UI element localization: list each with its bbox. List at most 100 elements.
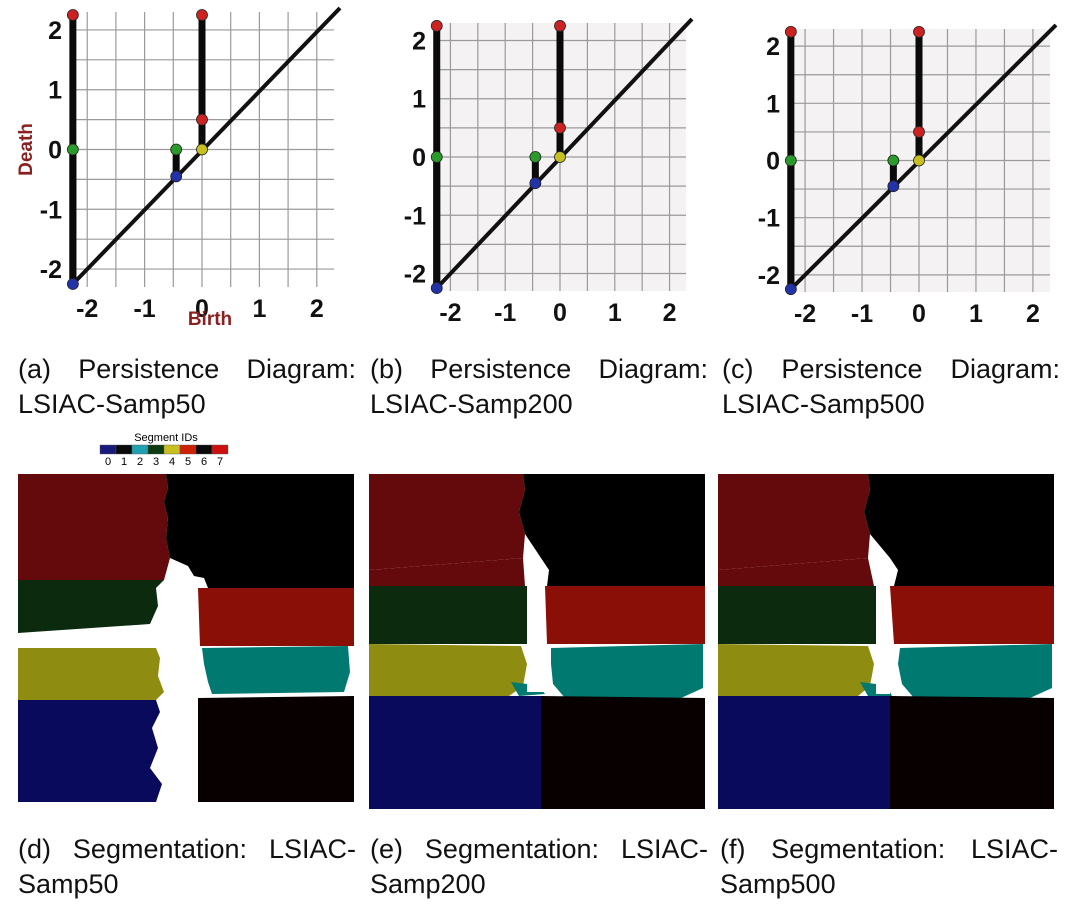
x-tick-label: 2 bbox=[310, 295, 324, 323]
segment-region bbox=[718, 696, 890, 809]
legend-label: 6 bbox=[201, 456, 207, 468]
caption-d: (d) Segmentation: LSIAC- Samp50 bbox=[18, 832, 356, 902]
caption-e: (e) Segmentation: LSIAC- Samp200 bbox=[370, 832, 708, 902]
legend-title: Segment IDs bbox=[134, 432, 198, 444]
x-tick-label: 2 bbox=[1026, 300, 1040, 328]
segment-region bbox=[541, 696, 705, 809]
legend-swatch bbox=[115, 444, 133, 455]
persistence-point bbox=[529, 151, 542, 163]
persistence-point bbox=[784, 25, 797, 38]
x-tick-label: 2 bbox=[663, 299, 677, 327]
persistence-point bbox=[196, 113, 208, 126]
y-tick-label: -1 bbox=[404, 202, 426, 230]
persistence-point bbox=[913, 25, 925, 38]
segment-region bbox=[718, 586, 876, 644]
persistence-point bbox=[430, 20, 443, 32]
caption-c: (c) Persistence Diagram: LSIAC-Samp500 bbox=[722, 352, 1060, 422]
segment-region bbox=[369, 558, 525, 586]
caption-a: (a) Persistence Diagram: LSIAC-Samp50 bbox=[18, 352, 356, 422]
diagonal-point bbox=[529, 177, 542, 190]
segment-region bbox=[369, 586, 527, 644]
x-axis-label: Birth bbox=[188, 309, 232, 330]
x-tick-label: -2 bbox=[794, 300, 816, 328]
segment-region bbox=[864, 474, 1054, 586]
legend-swatch bbox=[147, 444, 165, 455]
persistence-diagram-c: -2 -1 0 1 2 2 1 0 -1 -2 bbox=[758, 23, 1058, 328]
segment-region bbox=[890, 586, 1054, 644]
legend-label: 0 bbox=[105, 456, 111, 468]
legend-swatch bbox=[211, 444, 229, 455]
y-tick-label: 1 bbox=[766, 90, 780, 118]
segment-region bbox=[369, 644, 527, 696]
y-tick-label: -1 bbox=[40, 196, 62, 224]
segment-region bbox=[369, 474, 525, 570]
y-tick-label: -2 bbox=[404, 261, 426, 289]
y-tick-label: 0 bbox=[48, 137, 62, 165]
diagonal-point bbox=[913, 154, 925, 167]
x-tick-label: -2 bbox=[439, 299, 461, 327]
persistence-point bbox=[170, 143, 183, 156]
caption-e-line1: (e) Segmentation: LSIAC- bbox=[370, 834, 708, 864]
caption-c-line1: (c) Persistence Diagram: bbox=[722, 354, 1060, 384]
segment-region bbox=[551, 644, 703, 698]
caption-c-line2: LSIAC-Samp500 bbox=[722, 389, 925, 419]
persistence-point bbox=[887, 154, 900, 167]
caption-b: (b) Persistence Diagram: LSIAC-Samp200 bbox=[370, 352, 708, 422]
legend-swatch bbox=[179, 444, 197, 455]
segmentation-image-e bbox=[369, 474, 705, 809]
segment-region bbox=[898, 644, 1052, 698]
y-tick-label: -1 bbox=[758, 205, 780, 233]
segment-region bbox=[718, 474, 870, 570]
caption-a-line1: (a) Persistence Diagram: bbox=[18, 354, 356, 384]
y-tick-label: -2 bbox=[758, 262, 780, 290]
segment-region bbox=[519, 474, 705, 586]
persistence-point bbox=[196, 9, 208, 21]
segment-region bbox=[18, 700, 162, 802]
x-tick-label: 0 bbox=[553, 299, 567, 327]
x-tick-label: -1 bbox=[851, 300, 873, 328]
x-tick-label: 1 bbox=[252, 295, 266, 323]
x-tick-label: 1 bbox=[969, 300, 983, 328]
segment-region bbox=[718, 644, 874, 696]
legend-label: 2 bbox=[137, 456, 143, 468]
caption-f: (f) Segmentation: LSIAC- Samp500 bbox=[720, 832, 1058, 902]
caption-b-line2: LSIAC-Samp200 bbox=[370, 389, 573, 419]
y-tick-label: 2 bbox=[48, 17, 62, 45]
segment-region bbox=[545, 586, 705, 644]
persistence-diagram-b: -2 -1 0 1 2 2 1 0 -1 -2 bbox=[404, 17, 694, 327]
caption-e-line2: Samp200 bbox=[370, 869, 486, 899]
x-tick-label: -2 bbox=[76, 295, 98, 323]
legend-label: 5 bbox=[185, 456, 191, 468]
legend-swatch bbox=[163, 444, 181, 455]
legend-swatch bbox=[131, 444, 149, 455]
segment-region bbox=[18, 474, 170, 580]
legend-label: 3 bbox=[153, 456, 159, 468]
caption-f-line2: Samp500 bbox=[720, 869, 836, 899]
legend-label: 1 bbox=[121, 456, 127, 468]
persistence-diagram-a: -2 -1 0 1 2 2 1 0 -1 -2 Birth Death bbox=[16, 6, 342, 330]
diagonal-point bbox=[887, 180, 900, 193]
segment-region bbox=[718, 558, 874, 586]
segment-region bbox=[369, 696, 541, 809]
caption-d-line2: Samp50 bbox=[18, 869, 119, 899]
diagonal-point bbox=[554, 151, 566, 163]
y-tick-label: 0 bbox=[766, 148, 780, 176]
y-tick-label: 2 bbox=[412, 27, 426, 55]
segment-region bbox=[198, 696, 354, 802]
y-tick-label: 2 bbox=[766, 33, 780, 61]
segment-gap bbox=[876, 564, 890, 694]
x-tick-label: 1 bbox=[608, 299, 622, 327]
persistence-point bbox=[430, 151, 443, 163]
segment-region bbox=[18, 580, 164, 633]
legend-swatch bbox=[99, 444, 117, 455]
segment-region bbox=[202, 646, 350, 694]
persistence-point bbox=[784, 154, 797, 167]
segment-region bbox=[18, 648, 164, 700]
persistence-point bbox=[913, 126, 925, 138]
x-tick-label: 0 bbox=[912, 300, 926, 328]
diagonal-point bbox=[170, 170, 183, 183]
y-tick-label: 1 bbox=[412, 86, 426, 114]
persistence-point bbox=[554, 20, 566, 32]
caption-d-line1: (d) Segmentation: LSIAC- bbox=[18, 834, 356, 864]
x-tick-label: 0 bbox=[195, 295, 209, 323]
